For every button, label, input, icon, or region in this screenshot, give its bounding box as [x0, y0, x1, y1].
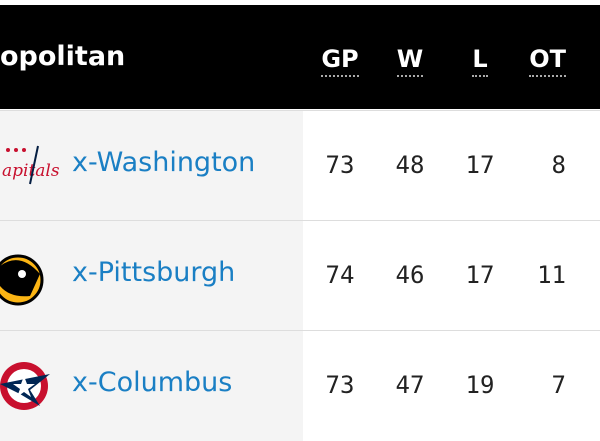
column-header: GP	[321, 45, 359, 77]
column-header: OT	[529, 45, 566, 77]
table-row: x-Columbus 73 47 19 7	[0, 330, 600, 441]
team-logo: apitals	[2, 145, 60, 185]
team-logo	[0, 362, 50, 410]
table-row: apitals x-Washington 73 48 17 8	[0, 110, 600, 221]
team-link[interactable]: x-Washington	[72, 147, 256, 178]
stat-cell: 48	[395, 151, 425, 179]
team-link[interactable]: x-Columbus	[72, 367, 233, 398]
team-cell	[0, 331, 303, 441]
stat-cell: 8	[551, 151, 566, 179]
column-header: L	[472, 45, 488, 77]
stat-cell: 73	[325, 151, 355, 179]
svg-text:apitals: apitals	[2, 161, 60, 181]
table-row: x-Pittsburgh 74 46 17 11	[0, 220, 600, 331]
column-header: W	[396, 45, 424, 77]
stat-cell: 19	[465, 371, 495, 399]
stat-cell: 17	[465, 261, 495, 289]
division-title: opolitan	[0, 41, 126, 72]
team-cell	[0, 221, 303, 331]
stat-cell: 11	[537, 261, 566, 289]
stat-cell: 73	[325, 371, 355, 399]
stat-cell: 46	[395, 261, 425, 289]
table-header: opolitan GP W L OT	[0, 5, 600, 109]
team-logo	[0, 254, 44, 306]
stat-cell: 47	[395, 371, 425, 399]
team-cell	[0, 111, 303, 221]
team-link[interactable]: x-Pittsburgh	[72, 257, 236, 288]
stat-cell: 17	[465, 151, 495, 179]
stat-cell: 7	[551, 371, 566, 399]
stat-cell: 74	[325, 261, 355, 289]
